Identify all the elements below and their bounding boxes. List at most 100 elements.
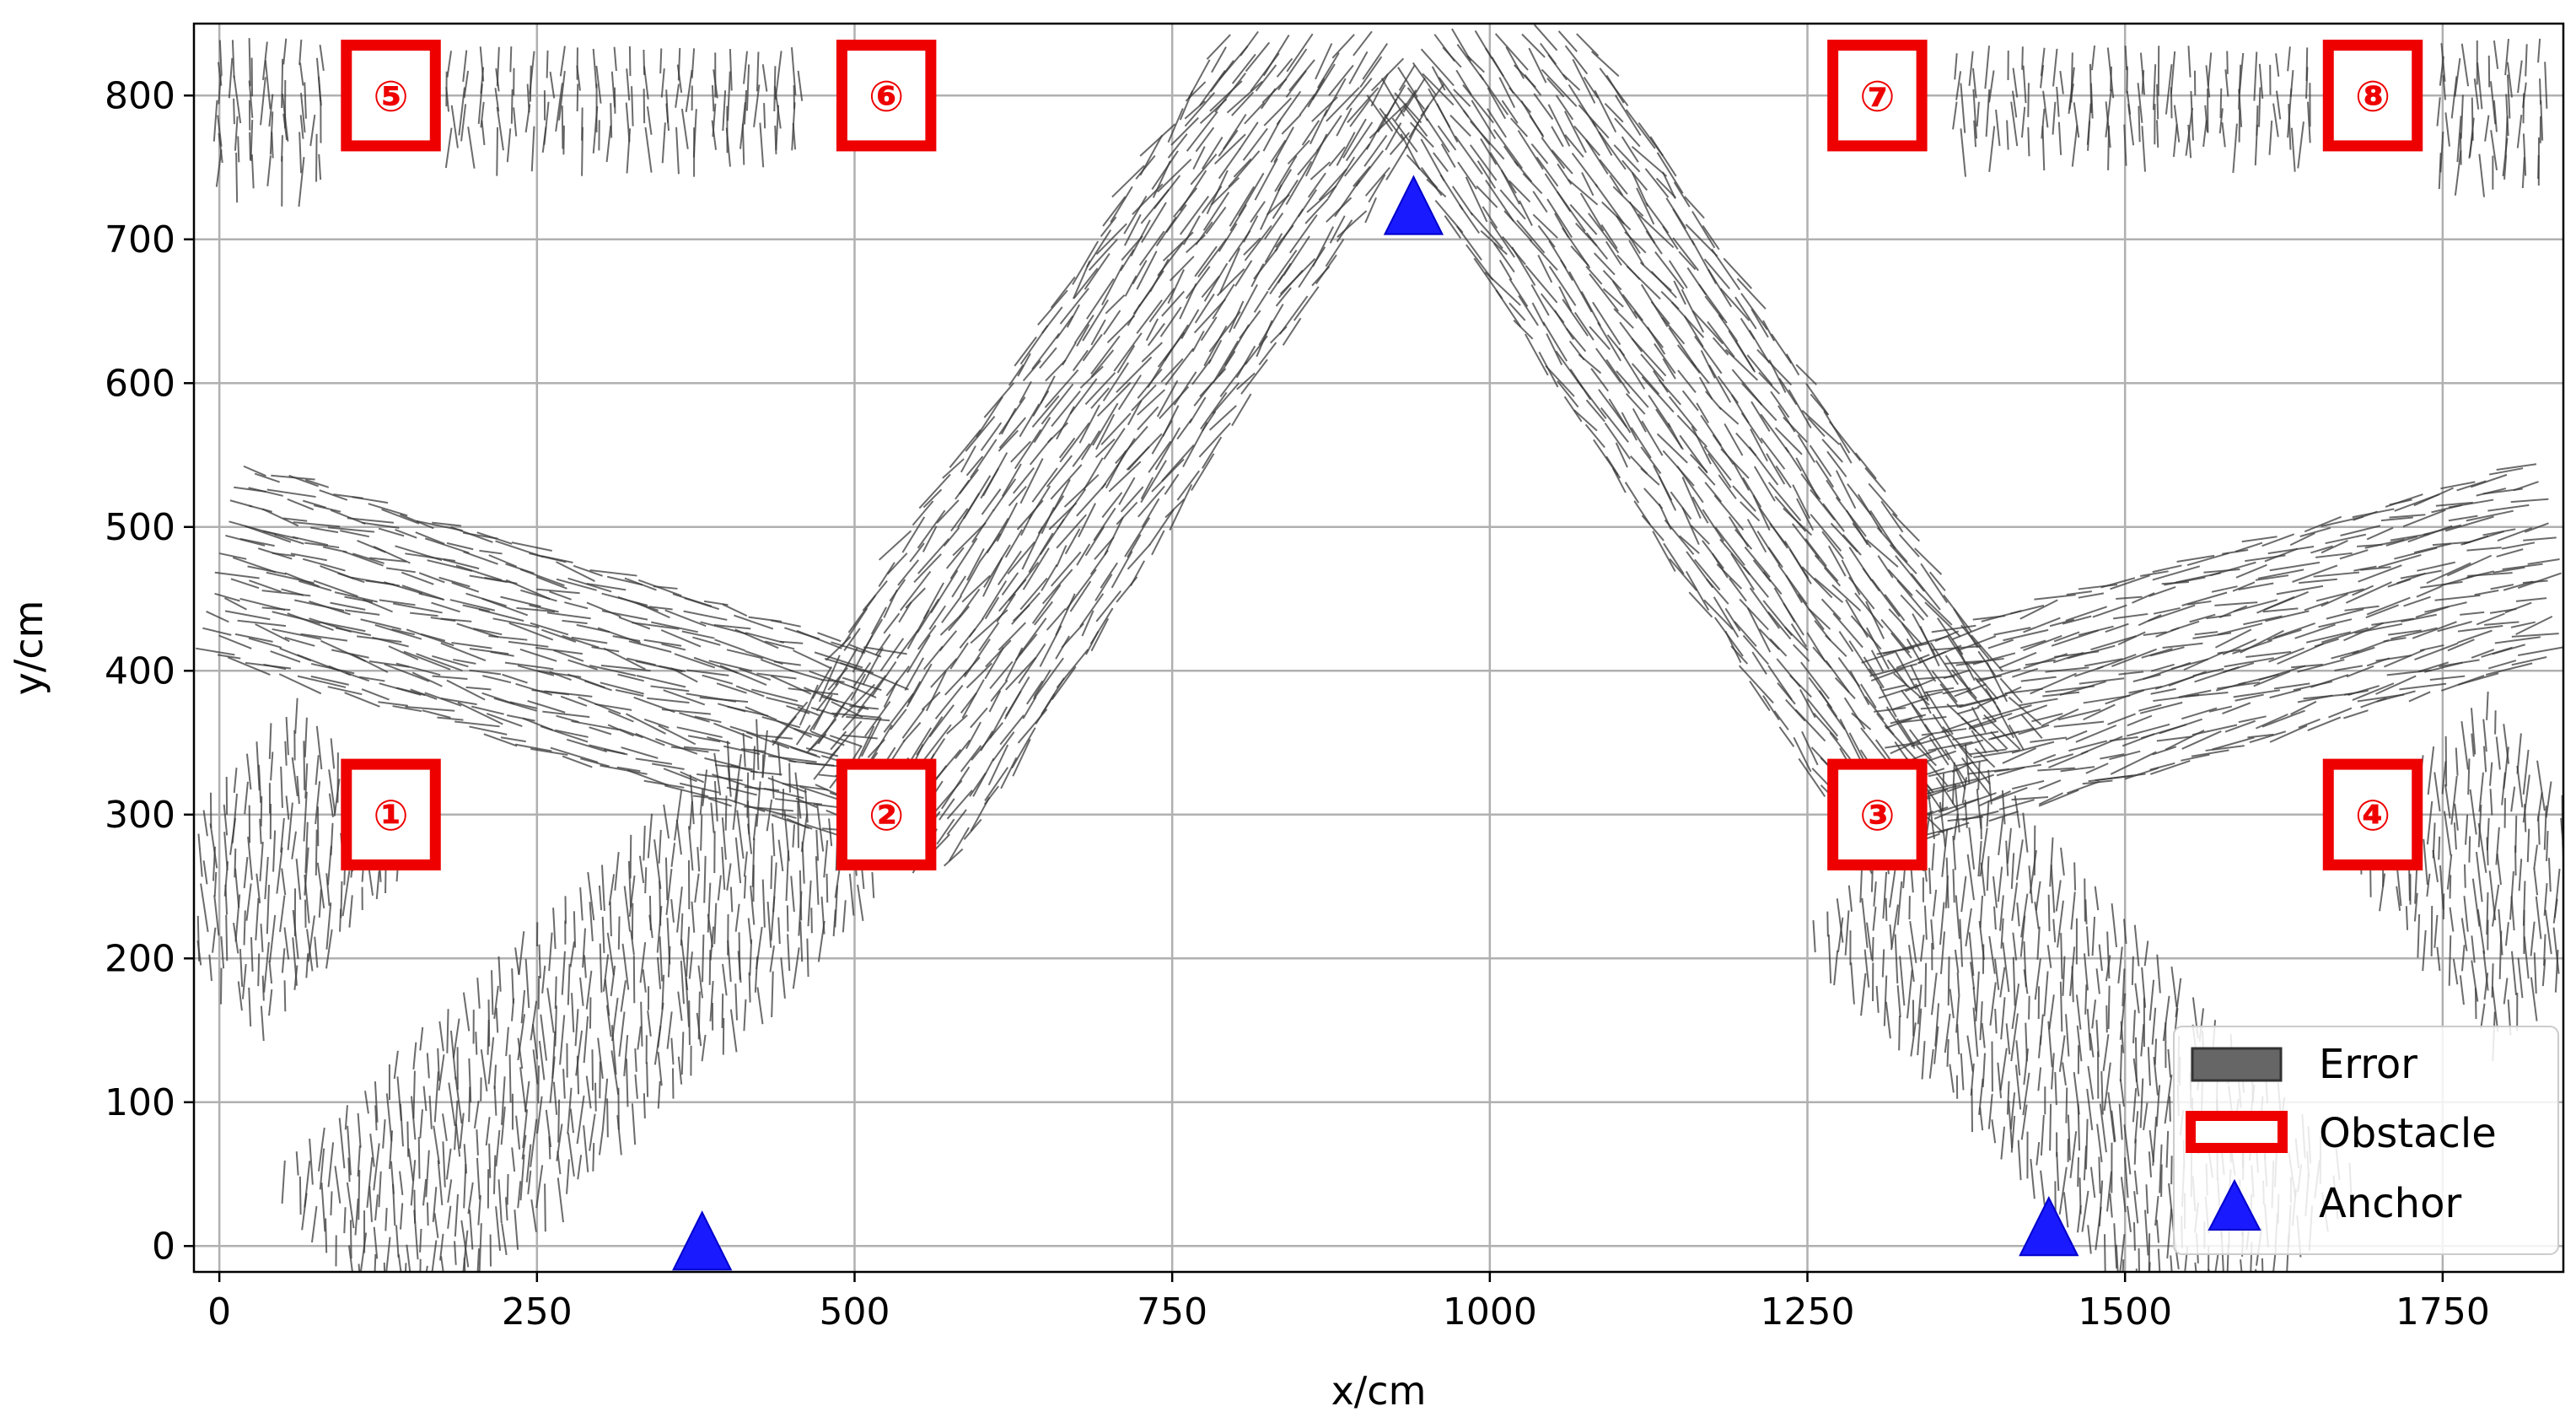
error-arrow: [2493, 566, 2525, 574]
error-arrow: [2049, 1103, 2052, 1151]
error-arrow: [2156, 954, 2161, 994]
error-arrow: [1084, 252, 1111, 290]
error-arrow: [1585, 399, 1605, 423]
error-arrow: [857, 884, 864, 921]
error-arrow: [965, 721, 981, 750]
error-arrow: [1198, 422, 1231, 458]
error-arrow: [1140, 477, 1154, 500]
error-arrow: [1014, 428, 1042, 470]
error-arrow: [325, 902, 332, 950]
error-arrow: [530, 1000, 538, 1041]
error-arrow: [729, 1009, 738, 1053]
error-arrow: [1137, 389, 1166, 416]
error-arrow: [948, 606, 971, 632]
error-arrow: [769, 946, 776, 973]
error-arrow: [548, 932, 553, 972]
error-arrow: [2357, 693, 2405, 703]
error-arrow: [1742, 477, 1762, 508]
error-arrow: [1648, 395, 1671, 428]
error-arrow: [1202, 436, 1223, 469]
error-arrow: [1508, 278, 1529, 307]
error-arrow: [399, 1203, 404, 1230]
error-arrow: [349, 1220, 352, 1259]
error-arrow: [2489, 789, 2493, 816]
error-arrow: [1170, 116, 1199, 146]
error-arrow: [1973, 120, 1977, 148]
error-arrow: [1831, 584, 1862, 612]
error-arrow: [505, 1026, 509, 1057]
error-arrow: [2181, 591, 2228, 606]
error-arrow: [707, 735, 731, 745]
error-arrow: [557, 1099, 561, 1143]
error-arrow: [519, 648, 557, 662]
error-arrow: [998, 417, 1026, 449]
error-arrow: [1771, 333, 1793, 364]
error-arrow: [2170, 51, 2176, 94]
error-arrow: [1190, 154, 1218, 186]
error-arrow: [774, 51, 782, 100]
error-arrow: [702, 935, 705, 983]
error-arrow: [2124, 46, 2128, 71]
error-arrow: [1743, 566, 1770, 598]
error-arrow: [2140, 1024, 2145, 1057]
error-arrow: [1076, 324, 1090, 347]
error-arrow: [1691, 496, 1709, 524]
error-arrow: [1199, 69, 1226, 106]
error-arrow: [1597, 321, 1621, 362]
error-arrow: [2019, 698, 2058, 707]
error-arrow: [1282, 317, 1302, 346]
error-arrow: [562, 1069, 566, 1099]
error-arrow: [627, 769, 669, 786]
error-arrow: [517, 1037, 524, 1069]
error-arrow: [304, 82, 307, 119]
error-arrow: [1316, 52, 1340, 89]
error-arrow: [2343, 709, 2369, 719]
error-arrow: [378, 1171, 382, 1208]
error-arrow: [517, 1014, 526, 1061]
error-arrow: [2023, 617, 2061, 633]
error-arrow: [225, 914, 229, 962]
error-arrow: [1939, 683, 1959, 707]
error-arrow: [196, 940, 202, 966]
error-arrow: [454, 1123, 461, 1157]
error-arrow: [447, 1205, 452, 1229]
error-arrow: [2481, 646, 2513, 658]
error-arrow: [1655, 177, 1676, 199]
error-arrow: [538, 1041, 546, 1080]
error-arrow: [344, 692, 380, 708]
error-arrow: [1304, 133, 1328, 177]
obstacle-label: ②: [869, 791, 904, 840]
error-arrow: [1557, 30, 1578, 52]
error-arrow: [1537, 224, 1556, 248]
error-arrow: [2155, 1220, 2160, 1243]
error-arrow: [1069, 378, 1098, 415]
error-arrow: [1804, 538, 1827, 568]
error-arrow: [983, 382, 1015, 418]
error-arrow: [1896, 985, 1901, 1018]
error-arrow: [983, 544, 1011, 588]
error-arrow: [2503, 580, 2534, 591]
error-arrow: [1621, 412, 1638, 441]
error-arrow: [1535, 156, 1559, 187]
error-arrow: [488, 634, 528, 641]
legend-label-obstacle: Obstacle: [2319, 1110, 2497, 1157]
error-arrow: [1884, 725, 1918, 762]
error-arrow: [666, 1011, 673, 1049]
error-arrow: [519, 1067, 527, 1113]
error-arrow: [562, 634, 600, 649]
error-arrow: [1960, 83, 1966, 133]
error-arrow: [1944, 1013, 1951, 1053]
error-arrow: [589, 726, 612, 735]
error-arrow: [223, 804, 229, 836]
error-arrow: [2515, 616, 2553, 635]
error-arrow: [918, 473, 951, 509]
error-arrow: [2105, 955, 2111, 982]
error-arrow: [1602, 269, 1622, 291]
error-arrow: [960, 745, 982, 773]
error-arrow: [1233, 283, 1258, 330]
error-arrow: [1843, 697, 1866, 730]
error-arrow: [2449, 875, 2452, 899]
error-arrow: [2148, 979, 2155, 1021]
error-arrow: [912, 500, 934, 526]
y-tick-label: 300: [105, 794, 175, 837]
